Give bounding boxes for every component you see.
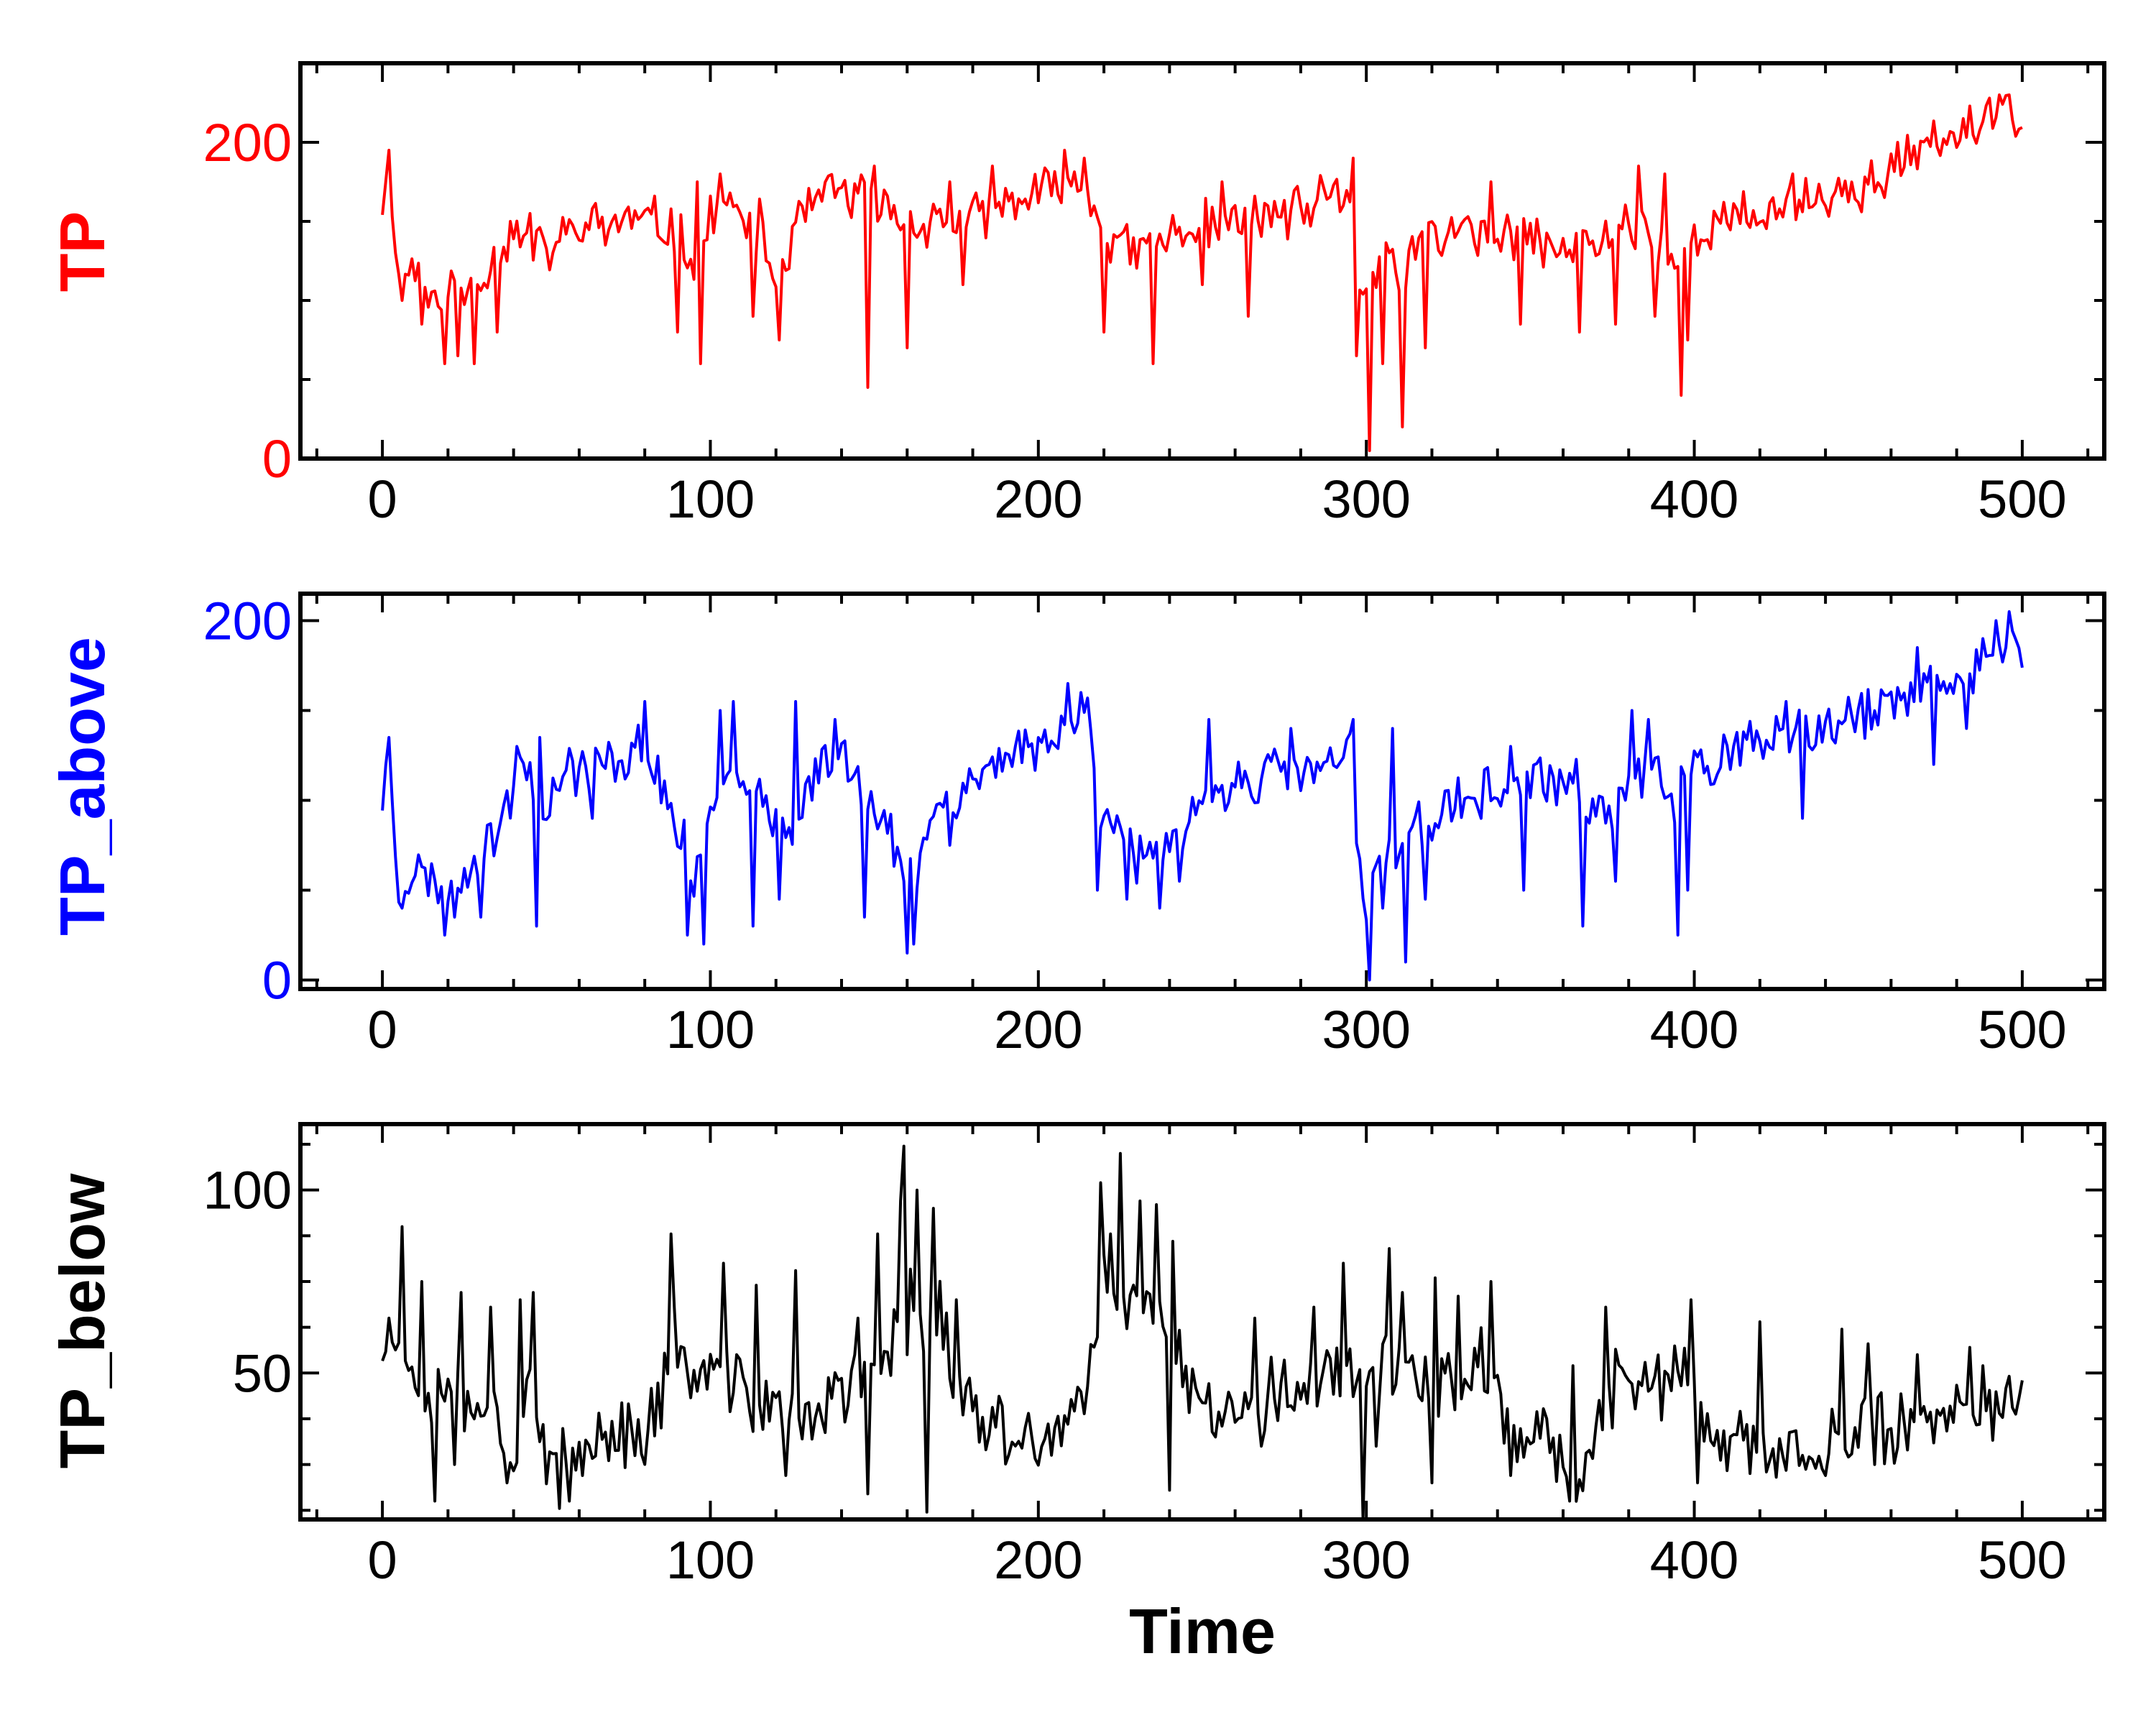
x-tick-label: 200 — [994, 1000, 1082, 1059]
series-line-tp-above — [381, 610, 2024, 982]
x-tick-label: 100 — [666, 1000, 755, 1059]
axes-frame — [298, 1122, 2106, 1522]
y-tick-label: 200 — [203, 113, 292, 172]
x-tick-label: 0 — [368, 469, 397, 529]
panel-tp-below: 0 100 200 300 400 500 50 100 — [203, 1122, 2106, 1590]
xlabel-time: Time — [1129, 1596, 1276, 1667]
axes-frame — [298, 61, 2106, 461]
panel-tp-above: 0 100 200 300 400 500 0 200 — [203, 592, 2106, 1059]
x-tick-label: 0 — [368, 1000, 397, 1059]
x-tick-label: 200 — [994, 1530, 1082, 1590]
panel-tp: 0 100 200 300 400 500 0 200 — [203, 61, 2106, 529]
ylabel-tp-below: TP_below — [47, 1173, 118, 1468]
x-tick-label: 300 — [1322, 469, 1410, 529]
x-tick-label: 500 — [1978, 1000, 2066, 1059]
ticks — [300, 594, 2104, 989]
x-tick-label: 400 — [1650, 469, 1738, 529]
y-tick-label: 0 — [262, 429, 292, 489]
x-tick-label: 100 — [666, 1530, 755, 1590]
y-tick-label: 200 — [203, 592, 292, 651]
ylabel-tp-above: TP_above — [47, 637, 118, 936]
x-tick-label: 100 — [666, 469, 755, 529]
x-tick-label: 300 — [1322, 1530, 1410, 1590]
y-tick-label: 50 — [233, 1343, 292, 1403]
series-line-tp — [381, 93, 2023, 452]
x-tick-label: 500 — [1978, 469, 2066, 529]
x-tick-label: 300 — [1322, 1000, 1410, 1059]
axes-frame — [298, 592, 2106, 991]
x-tick-label: 400 — [1650, 1000, 1738, 1059]
x-tick-label: 200 — [994, 469, 1082, 529]
x-tick-label: 400 — [1650, 1530, 1738, 1590]
y-tick-label: 100 — [203, 1161, 292, 1220]
y-tick-label: 0 — [262, 951, 292, 1011]
x-tick-label: 0 — [368, 1530, 397, 1590]
series-line-tp-below — [381, 1144, 2024, 1521]
x-tick-label: 500 — [1978, 1530, 2066, 1590]
ylabel-tp: TP — [47, 211, 118, 292]
